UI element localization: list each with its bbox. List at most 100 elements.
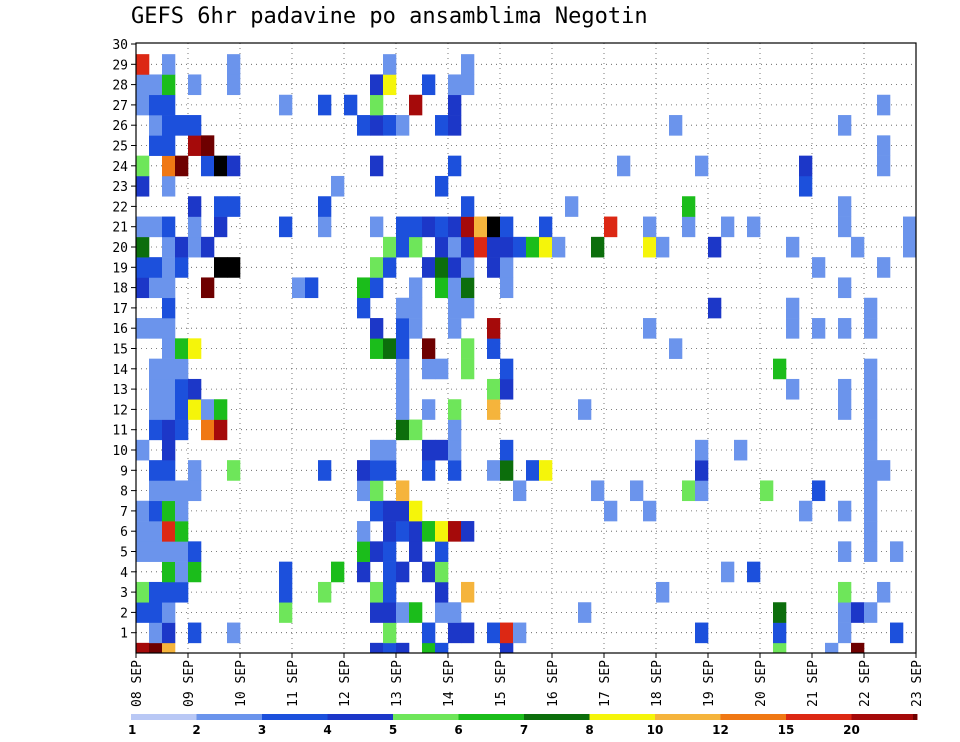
heatmap-cell: [500, 277, 514, 299]
heatmap-cell: [136, 74, 150, 96]
legend-label: 20: [843, 723, 860, 737]
heatmap-cell: [175, 480, 189, 502]
y-tick-label: 29: [112, 58, 128, 73]
heatmap-cell: [175, 541, 189, 562]
heatmap-cell: [175, 561, 189, 583]
legend-label: 8: [585, 723, 593, 737]
y-tick-label: 21: [112, 221, 128, 236]
heatmap-cell: [162, 480, 176, 502]
heatmap-cell: [448, 74, 462, 96]
heatmap-cell: [162, 54, 176, 75]
heatmap-cell: [474, 236, 488, 258]
heatmap-cell: [162, 500, 176, 522]
legend-swatch: [327, 714, 394, 720]
heatmap-cell: [448, 297, 462, 319]
heatmap-cell: [461, 297, 475, 319]
heatmap-cell: [487, 236, 501, 258]
heatmap-cell: [162, 439, 176, 461]
heatmap-cell: [175, 338, 189, 359]
heatmap-cell: [448, 318, 462, 339]
heatmap-cell: [396, 297, 410, 319]
heatmap-cell: [864, 500, 878, 522]
heatmap-cell: [747, 561, 761, 583]
heatmap-cell: [396, 500, 410, 522]
x-tick-label: 15 SEP: [494, 660, 509, 707]
heatmap-cell: [461, 338, 475, 359]
heatmap-cell: [370, 541, 384, 562]
heatmap-cell: [188, 541, 202, 562]
heatmap-cell: [149, 581, 163, 603]
chart-title: GEFS 6hr padavine po ansamblima Negotin: [131, 4, 648, 29]
y-tick-label: 7: [120, 505, 128, 520]
legend-label: 3: [258, 723, 266, 737]
heatmap-cell: [162, 297, 176, 319]
heatmap-cell: [851, 236, 865, 258]
heatmap-cell: [370, 581, 384, 603]
heatmap-cell: [448, 622, 462, 644]
heatmap-cell: [175, 378, 189, 400]
heatmap-cell: [357, 521, 371, 542]
heatmap-cell: [656, 236, 670, 258]
heatmap-cell: [370, 257, 384, 278]
heatmap-cell: [162, 216, 176, 238]
y-tick-label: 19: [112, 261, 128, 276]
heatmap-cell: [162, 115, 176, 136]
heatmap-cell: [175, 155, 189, 177]
heatmap-cell: [318, 460, 332, 481]
legend-label: 7: [520, 723, 528, 737]
heatmap-cell: [136, 216, 150, 238]
heatmap-cell: [279, 94, 293, 116]
heatmap-cell: [396, 358, 410, 380]
heatmap-cell: [188, 196, 202, 217]
heatmap-cell: [435, 358, 449, 380]
y-tick-label: 20: [112, 241, 128, 256]
heatmap-cell: [487, 622, 501, 644]
heatmap-cell: [643, 318, 657, 339]
heatmap-cell: [643, 500, 657, 522]
heatmap-cell: [162, 175, 176, 197]
heatmap-cell: [396, 419, 410, 441]
heatmap-cell: [383, 257, 397, 278]
heatmap-cell: [279, 581, 293, 603]
heatmap-cell: [682, 216, 696, 238]
heatmap-cell: [162, 338, 176, 359]
heatmap-cell: [825, 642, 839, 654]
heatmap-cell: [357, 297, 371, 319]
heatmap-cell: [149, 480, 163, 502]
heatmap-cell: [760, 480, 774, 502]
heatmap-cell: [188, 216, 202, 238]
heatmap-cell: [383, 460, 397, 481]
heatmap-cell: [162, 541, 176, 562]
heatmap-cell: [448, 257, 462, 278]
y-tick-label: 23: [112, 180, 128, 195]
y-tick-label: 13: [112, 383, 128, 398]
y-tick-label: 3: [120, 586, 128, 601]
heatmap-cell: [864, 439, 878, 461]
heatmap-cell: [786, 318, 800, 339]
heatmap-cell: [188, 135, 202, 156]
heatmap-cell: [188, 460, 202, 481]
heatmap-cell: [136, 94, 150, 116]
heatmap-cell: [539, 236, 553, 258]
heatmap-cell: [357, 541, 371, 562]
heatmap-cell: [721, 561, 735, 583]
heatmap-cell: [149, 358, 163, 380]
legend-label: 6: [454, 723, 462, 737]
heatmap-cell: [227, 460, 241, 481]
heatmap-cell: [149, 622, 163, 644]
heatmap-cell: [149, 94, 163, 116]
heatmap-cell: [370, 642, 384, 654]
heatmap-cell: [188, 236, 202, 258]
heatmap-cell: [838, 602, 852, 623]
heatmap-cell: [461, 358, 475, 380]
heatmap-cell: [864, 399, 878, 420]
heatmap-cell: [448, 521, 462, 542]
heatmap-cell: [175, 500, 189, 522]
heatmap-cell: [396, 561, 410, 583]
heatmap-cell: [513, 236, 527, 258]
heatmap-cell: [487, 216, 501, 238]
heatmap-cell: [877, 460, 891, 481]
heatmap-cell: [383, 500, 397, 522]
x-tick-label: 09 SEP: [182, 660, 197, 707]
heatmap-cell: [721, 216, 735, 238]
